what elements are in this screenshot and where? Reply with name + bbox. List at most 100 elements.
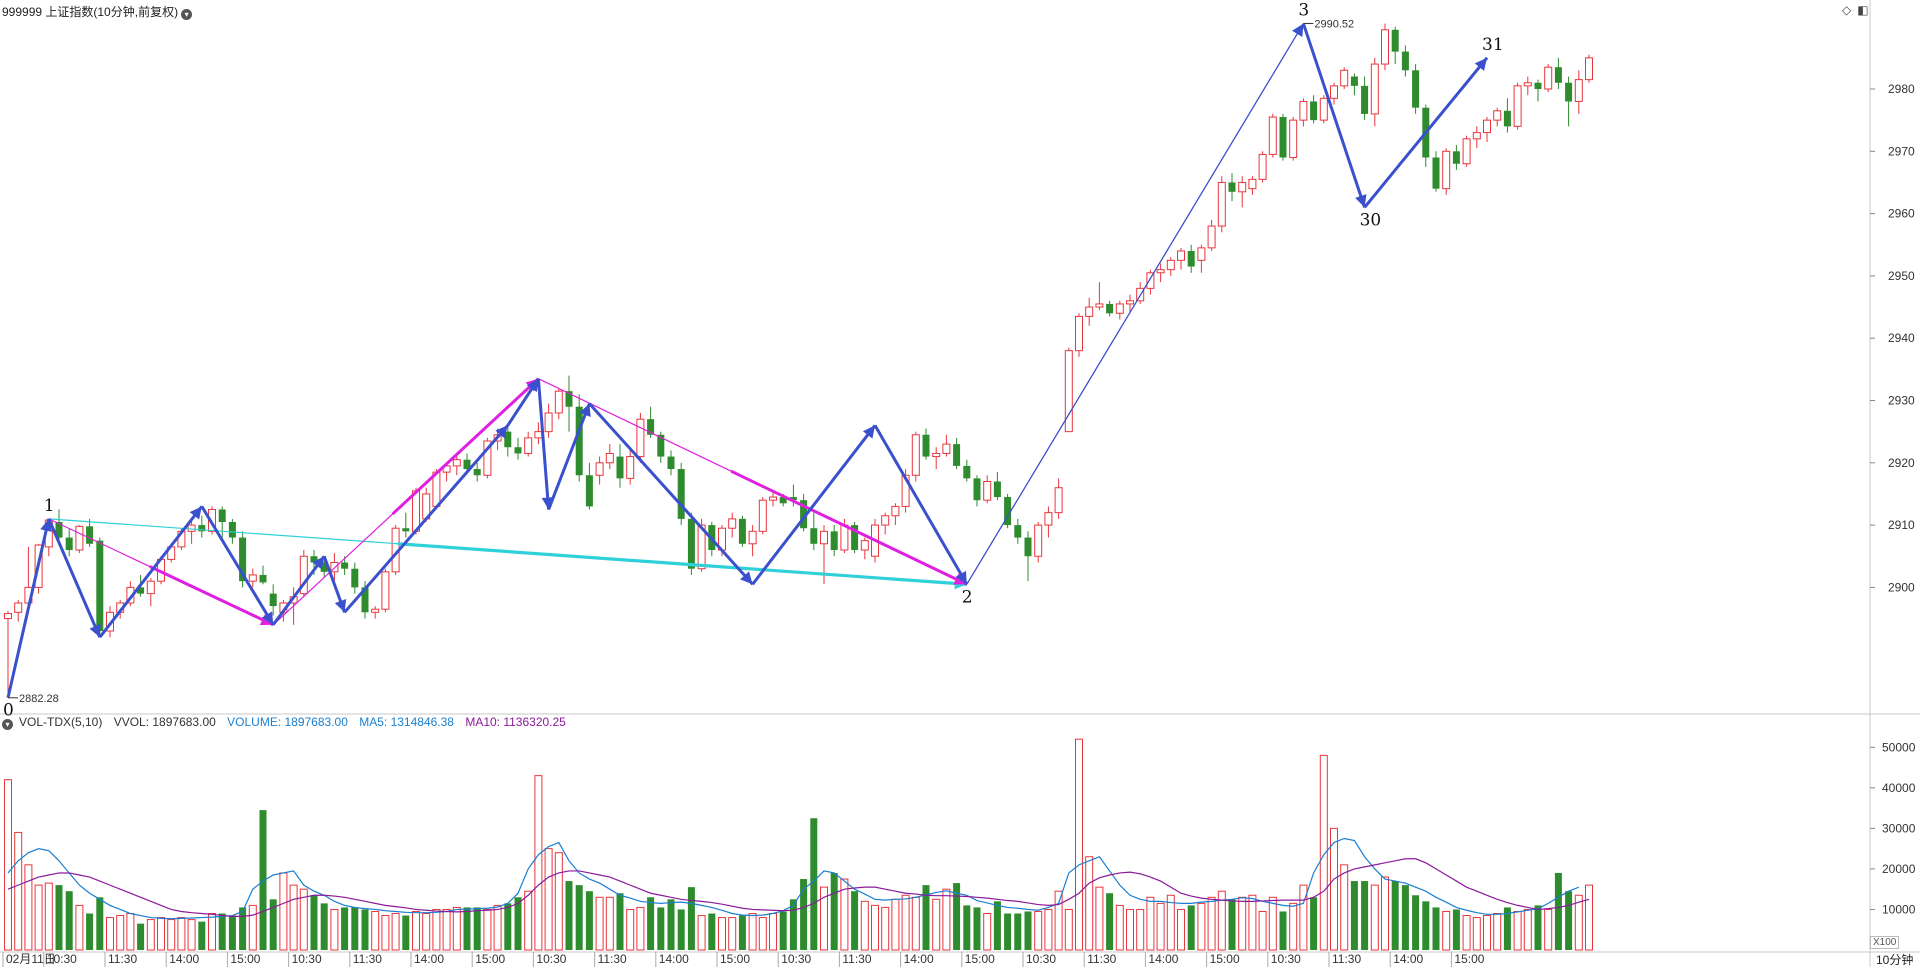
candle-body — [483, 440, 492, 476]
time-tick-label: 15:00 — [230, 952, 260, 966]
volume-bar — [758, 917, 767, 951]
volume-bar — [86, 913, 94, 950]
candle — [1014, 518, 1022, 544]
volume-bar — [932, 898, 941, 951]
time-tick-label: 10:30 — [781, 952, 811, 966]
symbol-name: 上证指数(10分钟,前复权) — [45, 5, 179, 19]
candle — [1217, 176, 1226, 233]
chevron-down-circle-icon[interactable]: ▾ — [181, 9, 193, 20]
volume-bar — [14, 831, 23, 951]
candle-body — [595, 462, 604, 476]
candle-body — [1289, 119, 1298, 159]
price-tick-label: 2950 — [1888, 269, 1915, 283]
candle-body — [361, 587, 369, 613]
volume-bar — [1207, 896, 1216, 951]
diamond-icon[interactable]: ◇ — [1842, 3, 1852, 17]
candle — [677, 462, 685, 526]
candle — [4, 611, 12, 698]
candle — [299, 550, 308, 597]
volume-bar — [391, 913, 400, 951]
candle-body — [341, 562, 349, 569]
volume-bar — [34, 884, 43, 951]
volume-bar — [1452, 909, 1460, 950]
volume-bar — [626, 908, 635, 951]
volume-bar — [983, 913, 992, 951]
candle — [585, 462, 593, 510]
candle — [1412, 64, 1420, 114]
candle-body — [187, 524, 196, 532]
candle-body — [96, 540, 104, 632]
candle — [55, 509, 63, 544]
candle — [1472, 126, 1481, 149]
volume-bar — [167, 919, 176, 951]
candle — [881, 512, 890, 535]
volume-bar — [1248, 894, 1257, 951]
candle — [1574, 70, 1583, 114]
candle — [1054, 478, 1063, 519]
candle — [973, 475, 981, 507]
volume-bar — [442, 908, 451, 951]
candle-body — [1279, 117, 1287, 158]
volume-bar — [595, 896, 604, 951]
volume-bar — [779, 911, 787, 950]
chevron-down-circle-icon[interactable]: ▾ — [2, 719, 13, 730]
volume-bar — [554, 852, 563, 951]
price-tick-label: 2930 — [1888, 393, 1915, 407]
volume-bar — [1004, 913, 1012, 950]
indicator-name: VOL-TDX(5,10) — [19, 715, 103, 729]
candle-body — [1544, 66, 1553, 90]
candle — [1370, 57, 1379, 127]
volume-bar — [800, 879, 808, 950]
candle-body — [371, 608, 380, 613]
candle — [14, 599, 23, 622]
pivot-line-thick — [588, 402, 754, 586]
candle-body — [881, 515, 890, 526]
candle-body — [1228, 182, 1236, 192]
candle-body — [1034, 524, 1043, 557]
volume-bar — [1310, 897, 1318, 950]
volume-bar — [575, 885, 583, 950]
volume-bar — [1370, 884, 1379, 951]
candle — [146, 578, 155, 607]
candle-body — [1248, 178, 1257, 190]
candle-body — [310, 556, 318, 563]
candle-body — [198, 525, 206, 532]
candle — [1513, 82, 1522, 130]
candle — [830, 525, 838, 557]
candle-body — [504, 431, 512, 448]
volume-bar — [616, 893, 624, 950]
time-tick-label: 11:30 — [108, 952, 137, 966]
candle — [922, 428, 930, 460]
candle — [1228, 173, 1236, 202]
candle — [1268, 113, 1277, 158]
pivot-arrow-head — [89, 623, 101, 638]
candle-body — [452, 459, 461, 467]
candle-body — [605, 452, 614, 464]
candle — [351, 562, 359, 594]
candle-body — [677, 469, 685, 519]
candle-body — [320, 562, 328, 572]
time-tick-label: 11:30 — [1332, 952, 1361, 966]
candle-body — [922, 434, 930, 457]
pivot-arrow-head — [579, 403, 591, 417]
candle — [1503, 98, 1511, 133]
price-tick-label: 2960 — [1888, 207, 1915, 221]
volume-bar — [1268, 896, 1277, 951]
candle-body — [514, 447, 522, 454]
candle — [1442, 148, 1451, 195]
candle — [65, 528, 73, 557]
candle-body — [1004, 497, 1012, 526]
volume-bar — [146, 919, 155, 951]
chart-title-bar: 999999 上证指数(10分钟,前复权) ▾ — [2, 3, 193, 20]
volume-bar — [1136, 908, 1145, 951]
pivot-line-thick — [343, 424, 509, 614]
time-tick-label: 14:00 — [414, 952, 444, 966]
time-period-selector[interactable]: 10分钟 — [1876, 953, 1914, 967]
candle — [1156, 263, 1165, 283]
candle — [1064, 347, 1073, 433]
candle-body — [891, 505, 900, 517]
panel-toggle-icon[interactable]: ◧ — [1857, 3, 1869, 17]
candle-body — [1166, 259, 1175, 271]
